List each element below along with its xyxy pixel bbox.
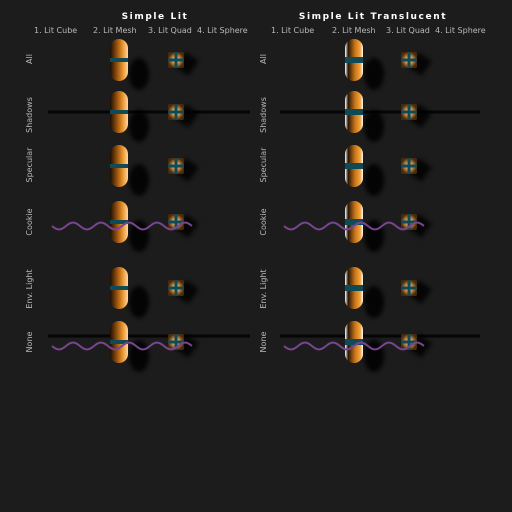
quad-cross-bar	[174, 104, 178, 120]
quad-shadow	[175, 334, 199, 358]
quad-cross-bar	[407, 52, 411, 68]
capsule-shadow	[129, 220, 149, 252]
light-cookie-wave	[283, 341, 425, 351]
quad-shadow	[408, 52, 432, 76]
panel-title-simple-lit: Simple Lit	[121, 12, 189, 22]
capsule-shadow	[129, 286, 149, 318]
column-label-lit-quad: 3. Lit Quad	[386, 26, 430, 35]
quad-shadow	[175, 280, 199, 304]
quad-cross-bar	[407, 334, 411, 350]
capsule-stripe	[345, 163, 363, 169]
capsule-stripe	[345, 57, 363, 63]
quad-shadow	[408, 214, 432, 238]
column-label-lit-cube: 1. Lit Cube	[271, 26, 315, 35]
quad-shadow	[408, 158, 432, 182]
capsule-shadow	[364, 110, 384, 142]
quad-cross-bar	[174, 334, 178, 350]
quad-cross-bar	[407, 214, 411, 230]
capsule-stripe	[110, 164, 128, 168]
light-cookie-wave	[51, 221, 193, 231]
capsule-shadow	[129, 58, 149, 90]
light-cookie-wave	[283, 221, 425, 231]
light-cookie-wave	[51, 341, 193, 351]
capsule-shadow	[129, 340, 149, 372]
capsule-stripe	[110, 110, 128, 114]
capsule-stripe	[345, 339, 363, 345]
panel-title-simple-lit-translucent: Simple Lit Translucent	[298, 12, 448, 22]
quad-shadow	[408, 280, 432, 304]
column-label-lit-sphere: 4. Lit Sphere	[435, 26, 486, 35]
capsule-shadow	[129, 164, 149, 196]
capsule-shadow	[364, 58, 384, 90]
capsule-stripe	[110, 340, 128, 344]
quad-cross-bar	[174, 214, 178, 230]
quad-cross-bar	[407, 104, 411, 120]
capsule-stripe	[345, 285, 363, 291]
capsule-stripe	[110, 58, 128, 62]
capsule-stripe	[345, 109, 363, 115]
quad-cross-bar	[174, 158, 178, 174]
quad-shadow	[175, 52, 199, 76]
capsule-stripe	[345, 219, 363, 225]
quad-shadow	[408, 334, 432, 358]
column-label-lit-mesh: 2. Lit Mesh	[332, 26, 376, 35]
capsule-shadow	[129, 110, 149, 142]
quad-cross-bar	[174, 280, 178, 296]
column-label-lit-cube: 1. Lit Cube	[34, 26, 78, 35]
column-label-lit-mesh: 2. Lit Mesh	[93, 26, 137, 35]
quad-cross-bar	[174, 52, 178, 68]
capsule-shadow	[364, 164, 384, 196]
quad-shadow	[175, 214, 199, 238]
column-label-lit-sphere: 4. Lit Sphere	[197, 26, 248, 35]
scene-objects	[48, 39, 480, 372]
quad-shadow	[175, 158, 199, 182]
column-label-lit-quad: 3. Lit Quad	[148, 26, 192, 35]
quad-cross-bar	[407, 280, 411, 296]
capsule-shadow	[364, 286, 384, 318]
quad-shadow	[175, 104, 199, 128]
quad-cross-bar	[407, 158, 411, 174]
capsule-stripe	[110, 286, 128, 290]
quad-shadow	[408, 104, 432, 128]
capsule-stripe	[110, 220, 128, 224]
